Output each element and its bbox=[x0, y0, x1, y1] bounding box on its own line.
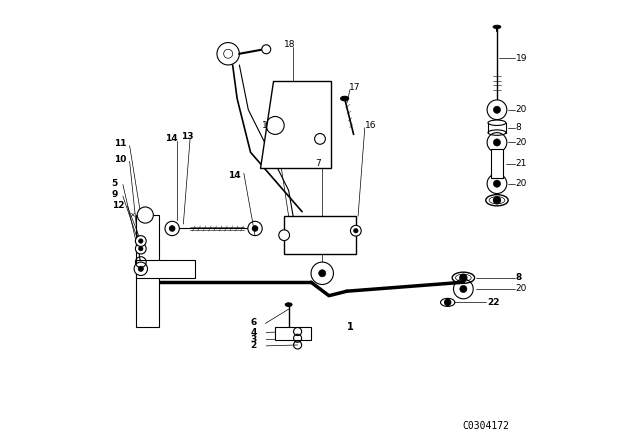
Ellipse shape bbox=[340, 96, 349, 101]
Text: 20: 20 bbox=[516, 179, 527, 188]
Circle shape bbox=[170, 226, 175, 231]
Text: 15: 15 bbox=[262, 121, 273, 130]
Text: 13: 13 bbox=[181, 132, 194, 141]
Text: 7: 7 bbox=[316, 159, 321, 168]
Text: 8: 8 bbox=[516, 123, 522, 132]
Circle shape bbox=[353, 228, 358, 233]
Circle shape bbox=[493, 106, 500, 113]
Polygon shape bbox=[136, 215, 159, 327]
Text: C0304172: C0304172 bbox=[462, 421, 509, 431]
Circle shape bbox=[493, 197, 500, 204]
Bar bbox=[284, 216, 356, 254]
Circle shape bbox=[460, 274, 467, 281]
Text: 2: 2 bbox=[251, 341, 257, 350]
Text: 17: 17 bbox=[349, 83, 360, 92]
Circle shape bbox=[351, 225, 361, 236]
Circle shape bbox=[248, 221, 262, 236]
Circle shape bbox=[460, 285, 467, 293]
Circle shape bbox=[493, 139, 500, 146]
Polygon shape bbox=[260, 81, 332, 168]
Circle shape bbox=[165, 221, 179, 236]
Text: 3: 3 bbox=[251, 335, 257, 344]
Text: 21: 21 bbox=[516, 159, 527, 168]
Circle shape bbox=[252, 226, 258, 231]
Text: 20: 20 bbox=[516, 138, 527, 147]
Text: 5: 5 bbox=[112, 179, 118, 188]
Circle shape bbox=[279, 230, 289, 241]
Circle shape bbox=[136, 236, 146, 246]
Text: 18: 18 bbox=[284, 40, 296, 49]
Circle shape bbox=[139, 239, 143, 243]
Circle shape bbox=[262, 45, 271, 54]
Text: 10: 10 bbox=[114, 155, 126, 164]
Circle shape bbox=[319, 270, 326, 277]
Circle shape bbox=[139, 246, 143, 251]
Circle shape bbox=[217, 43, 239, 65]
Text: 9: 9 bbox=[112, 190, 118, 199]
Text: 6: 6 bbox=[251, 318, 257, 327]
Circle shape bbox=[493, 180, 500, 187]
Text: ×: × bbox=[129, 212, 135, 218]
Polygon shape bbox=[275, 327, 311, 340]
Circle shape bbox=[137, 207, 154, 223]
Text: 14: 14 bbox=[228, 171, 241, 180]
Circle shape bbox=[138, 266, 143, 271]
Ellipse shape bbox=[493, 25, 501, 29]
Circle shape bbox=[134, 262, 148, 276]
Polygon shape bbox=[136, 260, 195, 278]
Text: 20: 20 bbox=[516, 284, 527, 293]
Text: 1: 1 bbox=[347, 322, 354, 332]
Circle shape bbox=[311, 262, 333, 284]
Text: 16: 16 bbox=[365, 121, 376, 130]
Text: 12: 12 bbox=[112, 201, 124, 210]
Ellipse shape bbox=[488, 130, 506, 135]
Ellipse shape bbox=[285, 303, 292, 306]
Ellipse shape bbox=[488, 120, 506, 125]
Circle shape bbox=[445, 299, 451, 306]
Text: 11: 11 bbox=[114, 139, 127, 148]
Text: 14: 14 bbox=[165, 134, 178, 143]
Bar bbox=[491, 149, 503, 178]
Text: 4: 4 bbox=[251, 328, 257, 337]
Text: 19: 19 bbox=[516, 54, 527, 63]
Text: 8: 8 bbox=[516, 273, 522, 282]
Circle shape bbox=[136, 243, 146, 254]
Text: 20: 20 bbox=[516, 105, 527, 114]
Text: 22: 22 bbox=[487, 298, 500, 307]
